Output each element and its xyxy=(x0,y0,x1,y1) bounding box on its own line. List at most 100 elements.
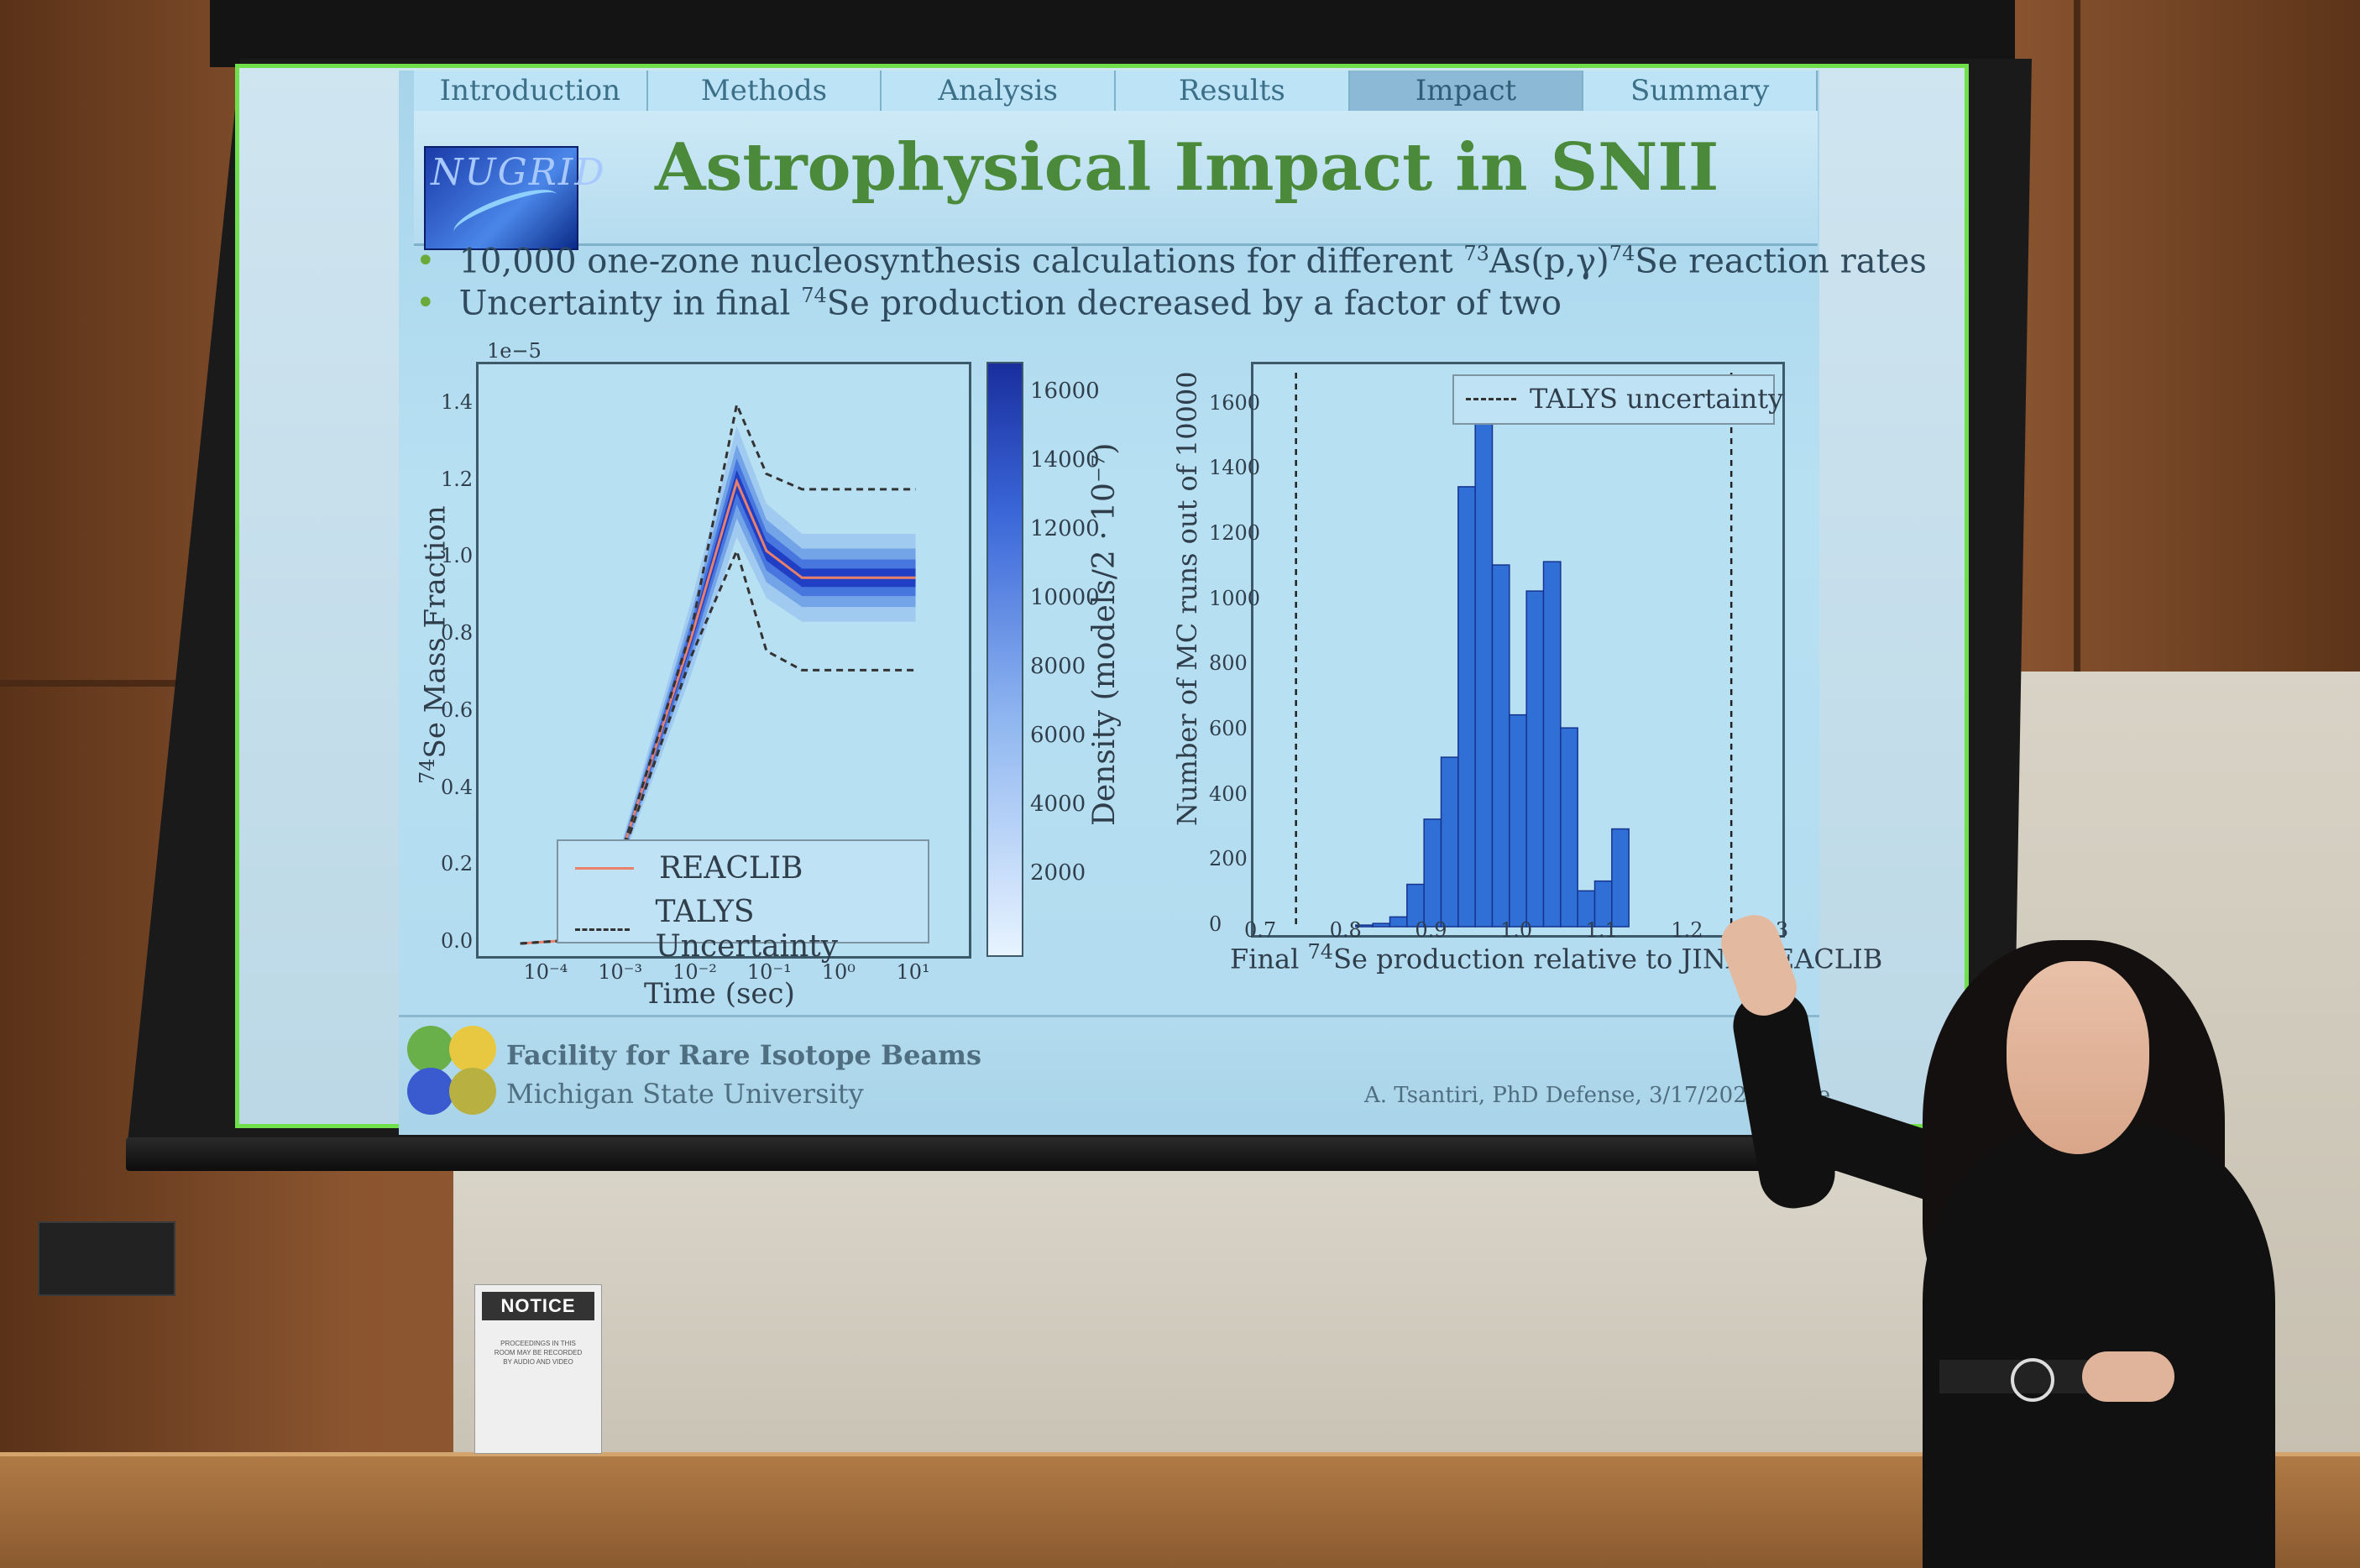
x-tick-label: 10⁻³ xyxy=(598,960,643,984)
histogram-x-tick-label: 0.9 xyxy=(1415,918,1447,942)
line-legend: REACLIB TALYS Uncertainty xyxy=(557,839,929,964)
section-tabs: Introduction Methods Analysis Results Im… xyxy=(414,71,1818,111)
x-tick-label: 10⁻² xyxy=(672,960,717,984)
histogram-bar xyxy=(1440,756,1459,928)
colorbar-tick-label: 2000 xyxy=(1030,860,1086,886)
logo-circle-olive xyxy=(449,1068,496,1115)
colorbar-tick-label: 12000 xyxy=(1030,516,1100,541)
histogram-x-tick-label: 1.1 xyxy=(1585,918,1618,942)
histogram-legend: TALYS uncertainty xyxy=(1452,374,1783,425)
bullet-2-sup: 74 xyxy=(801,284,827,307)
presenter-face xyxy=(2007,961,2149,1154)
histogram-y-tick-label: 400 xyxy=(1209,781,1248,806)
histogram-y-tick-label: 1200 xyxy=(1209,521,1261,546)
histogram-bar xyxy=(1474,398,1494,928)
histogram-y-tick-label: 600 xyxy=(1209,717,1248,741)
histogram-x-tick-label: 0.7 xyxy=(1244,918,1277,942)
lower-wall xyxy=(453,1171,1965,1461)
legend-dashed-line xyxy=(575,928,631,931)
y-tick-label: 0.8 xyxy=(441,621,474,645)
notice-title: NOTICE xyxy=(482,1292,594,1320)
bullet-2-text-a: Uncertainty in final xyxy=(458,284,802,323)
recording-notice-sign: NOTICE PROCEEDINGS IN THIS ROOM MAY BE R… xyxy=(474,1284,602,1454)
wall-control-box xyxy=(38,1221,175,1296)
x-tick-label: 10⁰ xyxy=(821,960,856,984)
bullet-1-sup-b: 74 xyxy=(1609,242,1635,265)
y-tick-label: 0.6 xyxy=(441,698,474,722)
slide-title: Astrophysical Impact in SNII xyxy=(655,129,1719,206)
tab-introduction: Introduction xyxy=(414,71,648,111)
presenter-hand-with-clicker xyxy=(2082,1351,2174,1402)
histogram-x-label-sup: 74 xyxy=(1307,940,1334,964)
logo-circle-green xyxy=(407,1026,454,1073)
y-tick-label: 0.4 xyxy=(441,775,474,799)
y-tick-label: 0.0 xyxy=(441,929,474,953)
tab-methods: Methods xyxy=(647,71,882,111)
logo-circle-blue xyxy=(407,1068,454,1115)
histogram-y-tick-label: 1600 xyxy=(1209,390,1261,415)
footer-org-name: Facility for Rare Isotope Beams xyxy=(506,1039,982,1071)
y-axis-label-sup: 74 xyxy=(416,758,439,784)
colorbar xyxy=(986,362,1023,957)
histogram-y-axis-label: Number of MC runs out of 10000 xyxy=(1171,371,1203,826)
tab-impact: Impact xyxy=(1349,71,1584,111)
x-tick-label: 10¹ xyxy=(896,960,930,984)
histogram-bar xyxy=(1423,818,1442,928)
histogram-bar xyxy=(1509,713,1527,928)
histogram-bar xyxy=(1542,561,1562,928)
bullet-2: • Uncertainty in final 74Se production de… xyxy=(416,284,1562,322)
colorbar-tick-label: 4000 xyxy=(1030,792,1086,817)
slide-footer: Facility for Rare Isotope Beams Michigan… xyxy=(399,1015,1830,1135)
histogram-x-tick-label: 1.2 xyxy=(1671,918,1703,942)
histogram-bar xyxy=(1389,916,1408,928)
histogram-x-tick-label: 0.8 xyxy=(1329,918,1362,942)
histogram-y-tick-label: 200 xyxy=(1209,847,1248,871)
belt-buckle xyxy=(2011,1358,2054,1402)
bullet-2-text-b: Se production decreased by a factor of t… xyxy=(826,284,1562,323)
histogram-svg xyxy=(1295,373,1733,928)
ceiling-shadow xyxy=(210,0,2015,67)
presentation-slide: Introduction Methods Analysis Results Im… xyxy=(399,71,1927,1135)
frib-logo xyxy=(407,1026,506,1125)
tab-analysis: Analysis xyxy=(882,71,1117,111)
footer-university: Michigan State University xyxy=(506,1078,864,1110)
bullet-1-text-b: As(p,γ) xyxy=(1489,242,1609,281)
legend-item-reaclib: REACLIB xyxy=(575,851,803,886)
legend-item-talys: TALYS Uncertainty xyxy=(575,895,928,964)
colorbar-label: Density (models/2 · 10⁻⁷) xyxy=(1087,442,1122,826)
histogram-bar xyxy=(1525,590,1545,928)
legend-label: TALYS Uncertainty xyxy=(655,895,839,964)
y-multiplier-label: 1e−5 xyxy=(487,339,542,363)
histogram-bar xyxy=(1560,727,1578,928)
histogram-y-tick-label: 0 xyxy=(1209,912,1222,936)
bullet-1-text-a: 10,000 one-zone nucleosynthesis calculat… xyxy=(458,242,1464,281)
histogram-bar xyxy=(1372,923,1391,928)
legend-label: TALYS uncertainty xyxy=(1530,383,1784,415)
tab-results: Results xyxy=(1116,71,1350,111)
colorbar-tick-label: 10000 xyxy=(1030,585,1100,610)
colorbar-tick-label: 14000 xyxy=(1030,447,1100,473)
tab-summary: Summary xyxy=(1583,71,1818,111)
bullet-1-text-c: Se reaction rates xyxy=(1635,242,1927,281)
bullet-dot-icon: • xyxy=(416,284,436,323)
screen-bottom-bar xyxy=(126,1137,1998,1171)
colorbar-tick-label: 16000 xyxy=(1030,379,1100,404)
legend-dashed-line xyxy=(1466,398,1516,400)
colorbar-tick-label: 8000 xyxy=(1030,654,1086,679)
histogram-y-tick-label: 1000 xyxy=(1209,586,1261,610)
logo-text: NUGRID xyxy=(431,151,606,194)
histogram-x-label-a: Final xyxy=(1230,943,1308,975)
nugrid-logo: NUGRID xyxy=(424,146,604,250)
bullet-dot-icon: • xyxy=(416,242,436,281)
y-tick-label: 1.4 xyxy=(441,389,474,414)
wall-seam-vertical xyxy=(2074,0,2080,680)
x-tick-label: 10⁻⁴ xyxy=(523,960,568,984)
y-tick-label: 1.0 xyxy=(441,544,474,568)
logo-circle-yellow xyxy=(449,1026,496,1073)
legend-label: REACLIB xyxy=(659,851,803,886)
histogram-bar xyxy=(1457,486,1476,928)
histogram-y-tick-label: 1400 xyxy=(1209,456,1261,480)
x-axis-label: Time (sec) xyxy=(644,977,795,1011)
notice-body: PROCEEDINGS IN THIS ROOM MAY BE RECORDED… xyxy=(494,1340,583,1366)
bullet-1-sup-a: 73 xyxy=(1463,242,1489,265)
